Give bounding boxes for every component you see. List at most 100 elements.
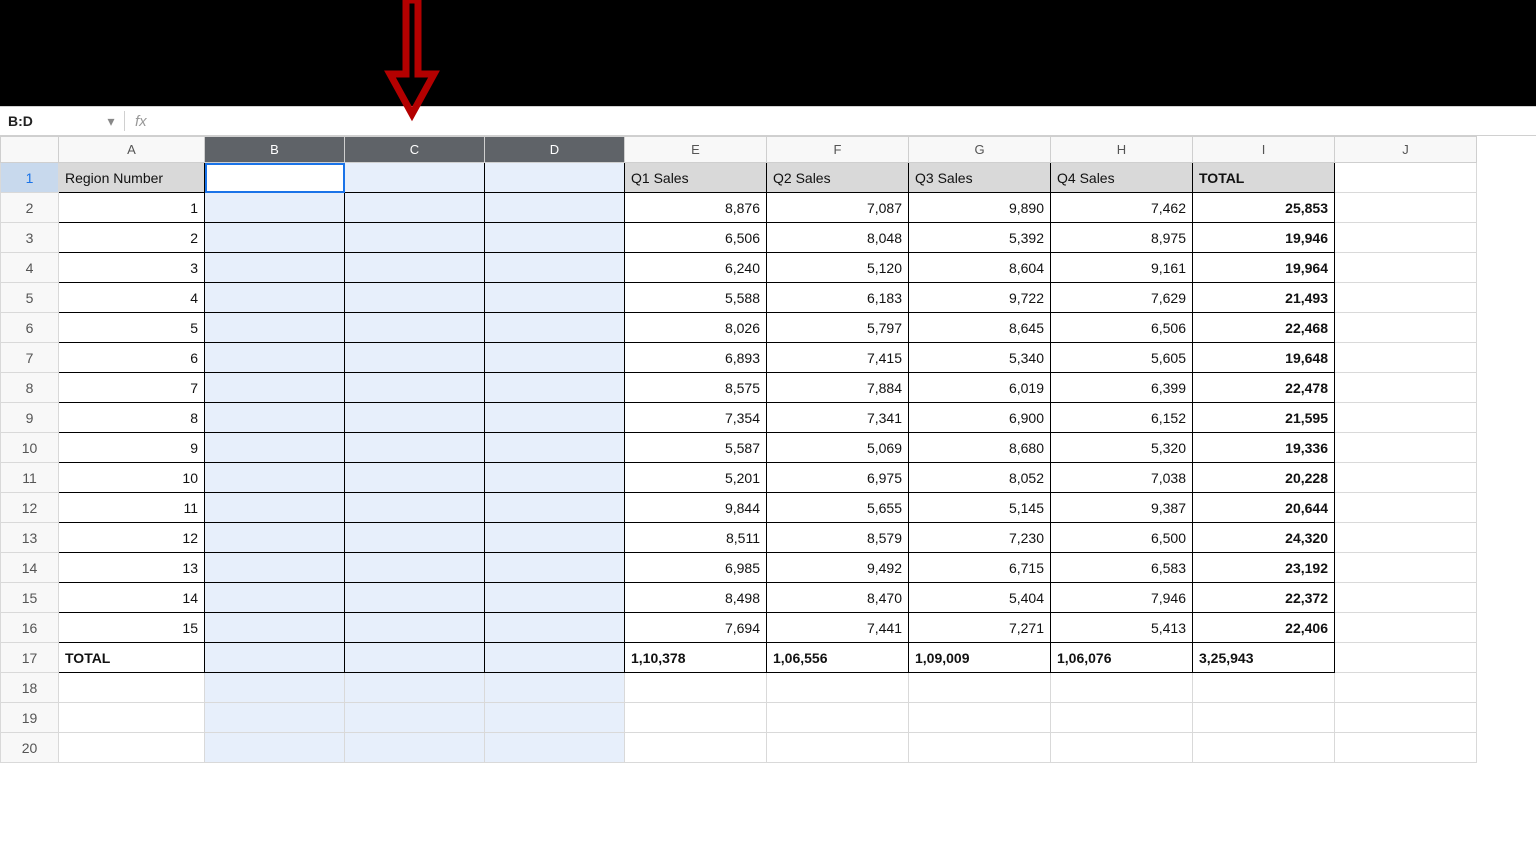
row-header-6[interactable]: 6 — [1, 313, 59, 343]
cell-E14[interactable]: 6,985 — [625, 553, 767, 583]
cell-D6[interactable] — [485, 313, 625, 343]
cell-I5[interactable]: 21,493 — [1193, 283, 1335, 313]
cell-H4[interactable]: 9,161 — [1051, 253, 1193, 283]
column-header-H[interactable]: H — [1051, 137, 1193, 163]
cell-D15[interactable] — [485, 583, 625, 613]
cell-J3[interactable] — [1335, 223, 1477, 253]
cell-J16[interactable] — [1335, 613, 1477, 643]
cell-J5[interactable] — [1335, 283, 1477, 313]
cell-J17[interactable] — [1335, 643, 1477, 673]
cell-J14[interactable] — [1335, 553, 1477, 583]
cell-E8[interactable]: 8,575 — [625, 373, 767, 403]
cell-B10[interactable] — [205, 433, 345, 463]
cell-F10[interactable]: 5,069 — [767, 433, 909, 463]
cell-J10[interactable] — [1335, 433, 1477, 463]
cell-C16[interactable] — [345, 613, 485, 643]
cell-F11[interactable]: 6,975 — [767, 463, 909, 493]
cell-A19[interactable] — [59, 703, 205, 733]
cell-I14[interactable]: 23,192 — [1193, 553, 1335, 583]
cell-D10[interactable] — [485, 433, 625, 463]
cell-C15[interactable] — [345, 583, 485, 613]
cell-A4[interactable]: 3 — [59, 253, 205, 283]
cell-J2[interactable] — [1335, 193, 1477, 223]
cell-D8[interactable] — [485, 373, 625, 403]
cell-C9[interactable] — [345, 403, 485, 433]
cell-C17[interactable] — [345, 643, 485, 673]
cell-C12[interactable] — [345, 493, 485, 523]
cell-B18[interactable] — [205, 673, 345, 703]
cell-E10[interactable]: 5,587 — [625, 433, 767, 463]
cell-E5[interactable]: 5,588 — [625, 283, 767, 313]
cell-I11[interactable]: 20,228 — [1193, 463, 1335, 493]
column-header-J[interactable]: J — [1335, 137, 1477, 163]
row-header-17[interactable]: 17 — [1, 643, 59, 673]
column-header-C[interactable]: C — [345, 137, 485, 163]
cell-G6[interactable]: 8,645 — [909, 313, 1051, 343]
cell-E20[interactable] — [625, 733, 767, 763]
cell-D11[interactable] — [485, 463, 625, 493]
cell-I8[interactable]: 22,478 — [1193, 373, 1335, 403]
cell-B11[interactable] — [205, 463, 345, 493]
cell-I13[interactable]: 24,320 — [1193, 523, 1335, 553]
cell-G14[interactable]: 6,715 — [909, 553, 1051, 583]
row-header-19[interactable]: 19 — [1, 703, 59, 733]
cell-J4[interactable] — [1335, 253, 1477, 283]
cell-B4[interactable] — [205, 253, 345, 283]
row-header-15[interactable]: 15 — [1, 583, 59, 613]
cell-F7[interactable]: 7,415 — [767, 343, 909, 373]
row-header-4[interactable]: 4 — [1, 253, 59, 283]
cell-H14[interactable]: 6,583 — [1051, 553, 1193, 583]
cell-F8[interactable]: 7,884 — [767, 373, 909, 403]
cell-J20[interactable] — [1335, 733, 1477, 763]
cell-A1[interactable]: Region Number — [59, 163, 205, 193]
column-header-G[interactable]: G — [909, 137, 1051, 163]
cell-B5[interactable] — [205, 283, 345, 313]
cell-B16[interactable] — [205, 613, 345, 643]
cell-A7[interactable]: 6 — [59, 343, 205, 373]
cell-J7[interactable] — [1335, 343, 1477, 373]
cell-I15[interactable]: 22,372 — [1193, 583, 1335, 613]
cell-G12[interactable]: 5,145 — [909, 493, 1051, 523]
formula-input[interactable] — [157, 107, 1536, 135]
cell-E7[interactable]: 6,893 — [625, 343, 767, 373]
cell-A5[interactable]: 4 — [59, 283, 205, 313]
cell-J18[interactable] — [1335, 673, 1477, 703]
cell-H6[interactable]: 6,506 — [1051, 313, 1193, 343]
cell-C5[interactable] — [345, 283, 485, 313]
cell-E15[interactable]: 8,498 — [625, 583, 767, 613]
cell-H13[interactable]: 6,500 — [1051, 523, 1193, 553]
cell-G20[interactable] — [909, 733, 1051, 763]
cell-G8[interactable]: 6,019 — [909, 373, 1051, 403]
cell-J9[interactable] — [1335, 403, 1477, 433]
cell-A20[interactable] — [59, 733, 205, 763]
cell-H12[interactable]: 9,387 — [1051, 493, 1193, 523]
cell-E3[interactable]: 6,506 — [625, 223, 767, 253]
cell-H3[interactable]: 8,975 — [1051, 223, 1193, 253]
cell-F9[interactable]: 7,341 — [767, 403, 909, 433]
cell-G17[interactable]: 1,09,009 — [909, 643, 1051, 673]
cell-H19[interactable] — [1051, 703, 1193, 733]
row-header-16[interactable]: 16 — [1, 613, 59, 643]
cell-C8[interactable] — [345, 373, 485, 403]
cell-H11[interactable]: 7,038 — [1051, 463, 1193, 493]
row-header-1[interactable]: 1 — [1, 163, 59, 193]
row-header-9[interactable]: 9 — [1, 403, 59, 433]
row-header-2[interactable]: 2 — [1, 193, 59, 223]
cell-D20[interactable] — [485, 733, 625, 763]
cell-A18[interactable] — [59, 673, 205, 703]
cell-D4[interactable] — [485, 253, 625, 283]
cell-F18[interactable] — [767, 673, 909, 703]
cell-E4[interactable]: 6,240 — [625, 253, 767, 283]
cell-C7[interactable] — [345, 343, 485, 373]
cell-H16[interactable]: 5,413 — [1051, 613, 1193, 643]
cell-D18[interactable] — [485, 673, 625, 703]
cell-J11[interactable] — [1335, 463, 1477, 493]
cell-B14[interactable] — [205, 553, 345, 583]
cell-C11[interactable] — [345, 463, 485, 493]
cell-B15[interactable] — [205, 583, 345, 613]
cell-F2[interactable]: 7,087 — [767, 193, 909, 223]
cell-C2[interactable] — [345, 193, 485, 223]
cell-A12[interactable]: 11 — [59, 493, 205, 523]
cell-F17[interactable]: 1,06,556 — [767, 643, 909, 673]
cell-I6[interactable]: 22,468 — [1193, 313, 1335, 343]
